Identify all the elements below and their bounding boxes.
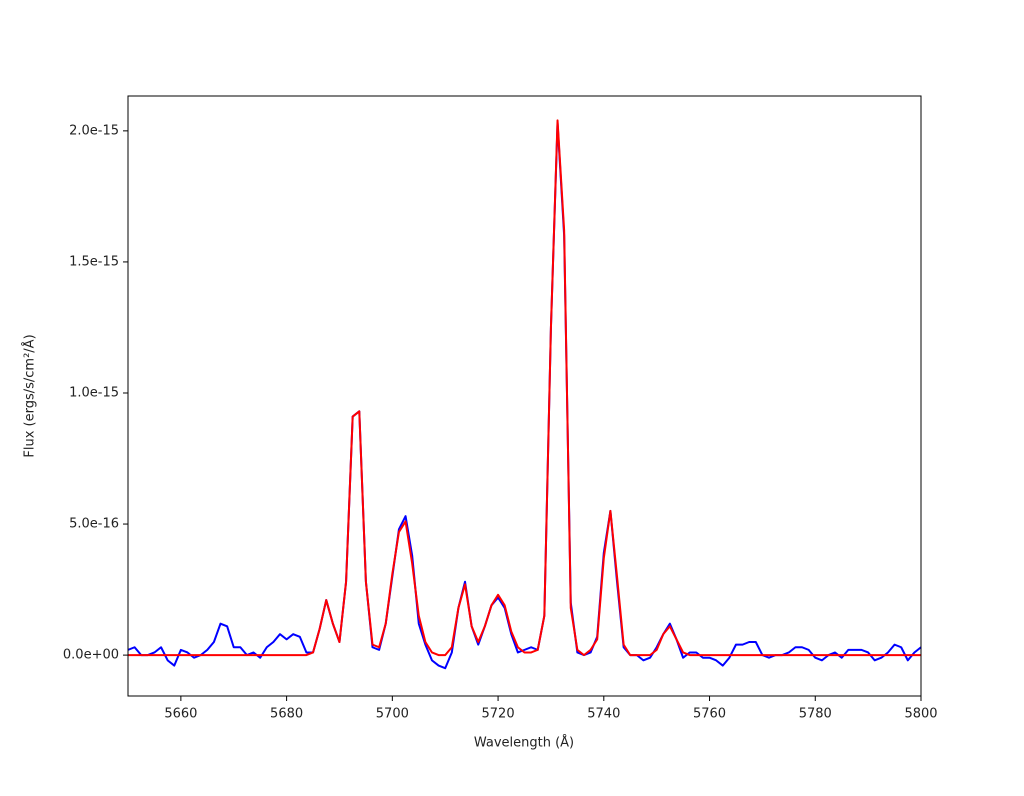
series-line [128, 119, 921, 657]
y-tick-label: 2.0e-15 [69, 123, 119, 138]
y-tick-label: 0.0e+00 [63, 648, 119, 663]
series-line [127, 122, 922, 670]
y-tick-label: 1.0e-15 [69, 385, 119, 400]
y-tick-label: 5.0e-16 [69, 517, 119, 532]
x-axis-label: Wavelength (Å) [474, 735, 574, 751]
plot-frame [127, 95, 922, 697]
x-tick-label: 5720 [482, 707, 515, 722]
x-tick-label: 5660 [164, 707, 197, 722]
x-tick-label: 5780 [799, 707, 832, 722]
x-tick-label: 5740 [587, 707, 620, 722]
y-axis-label: Flux (ergs/s/cm²/Å) [22, 334, 38, 457]
x-tick-label: 5800 [904, 707, 937, 722]
x-tick-label: 5760 [693, 707, 726, 722]
y-tick-label: 1.5e-15 [69, 254, 119, 269]
x-tick-label: 5700 [376, 707, 409, 722]
x-tick-label: 5680 [270, 707, 303, 722]
